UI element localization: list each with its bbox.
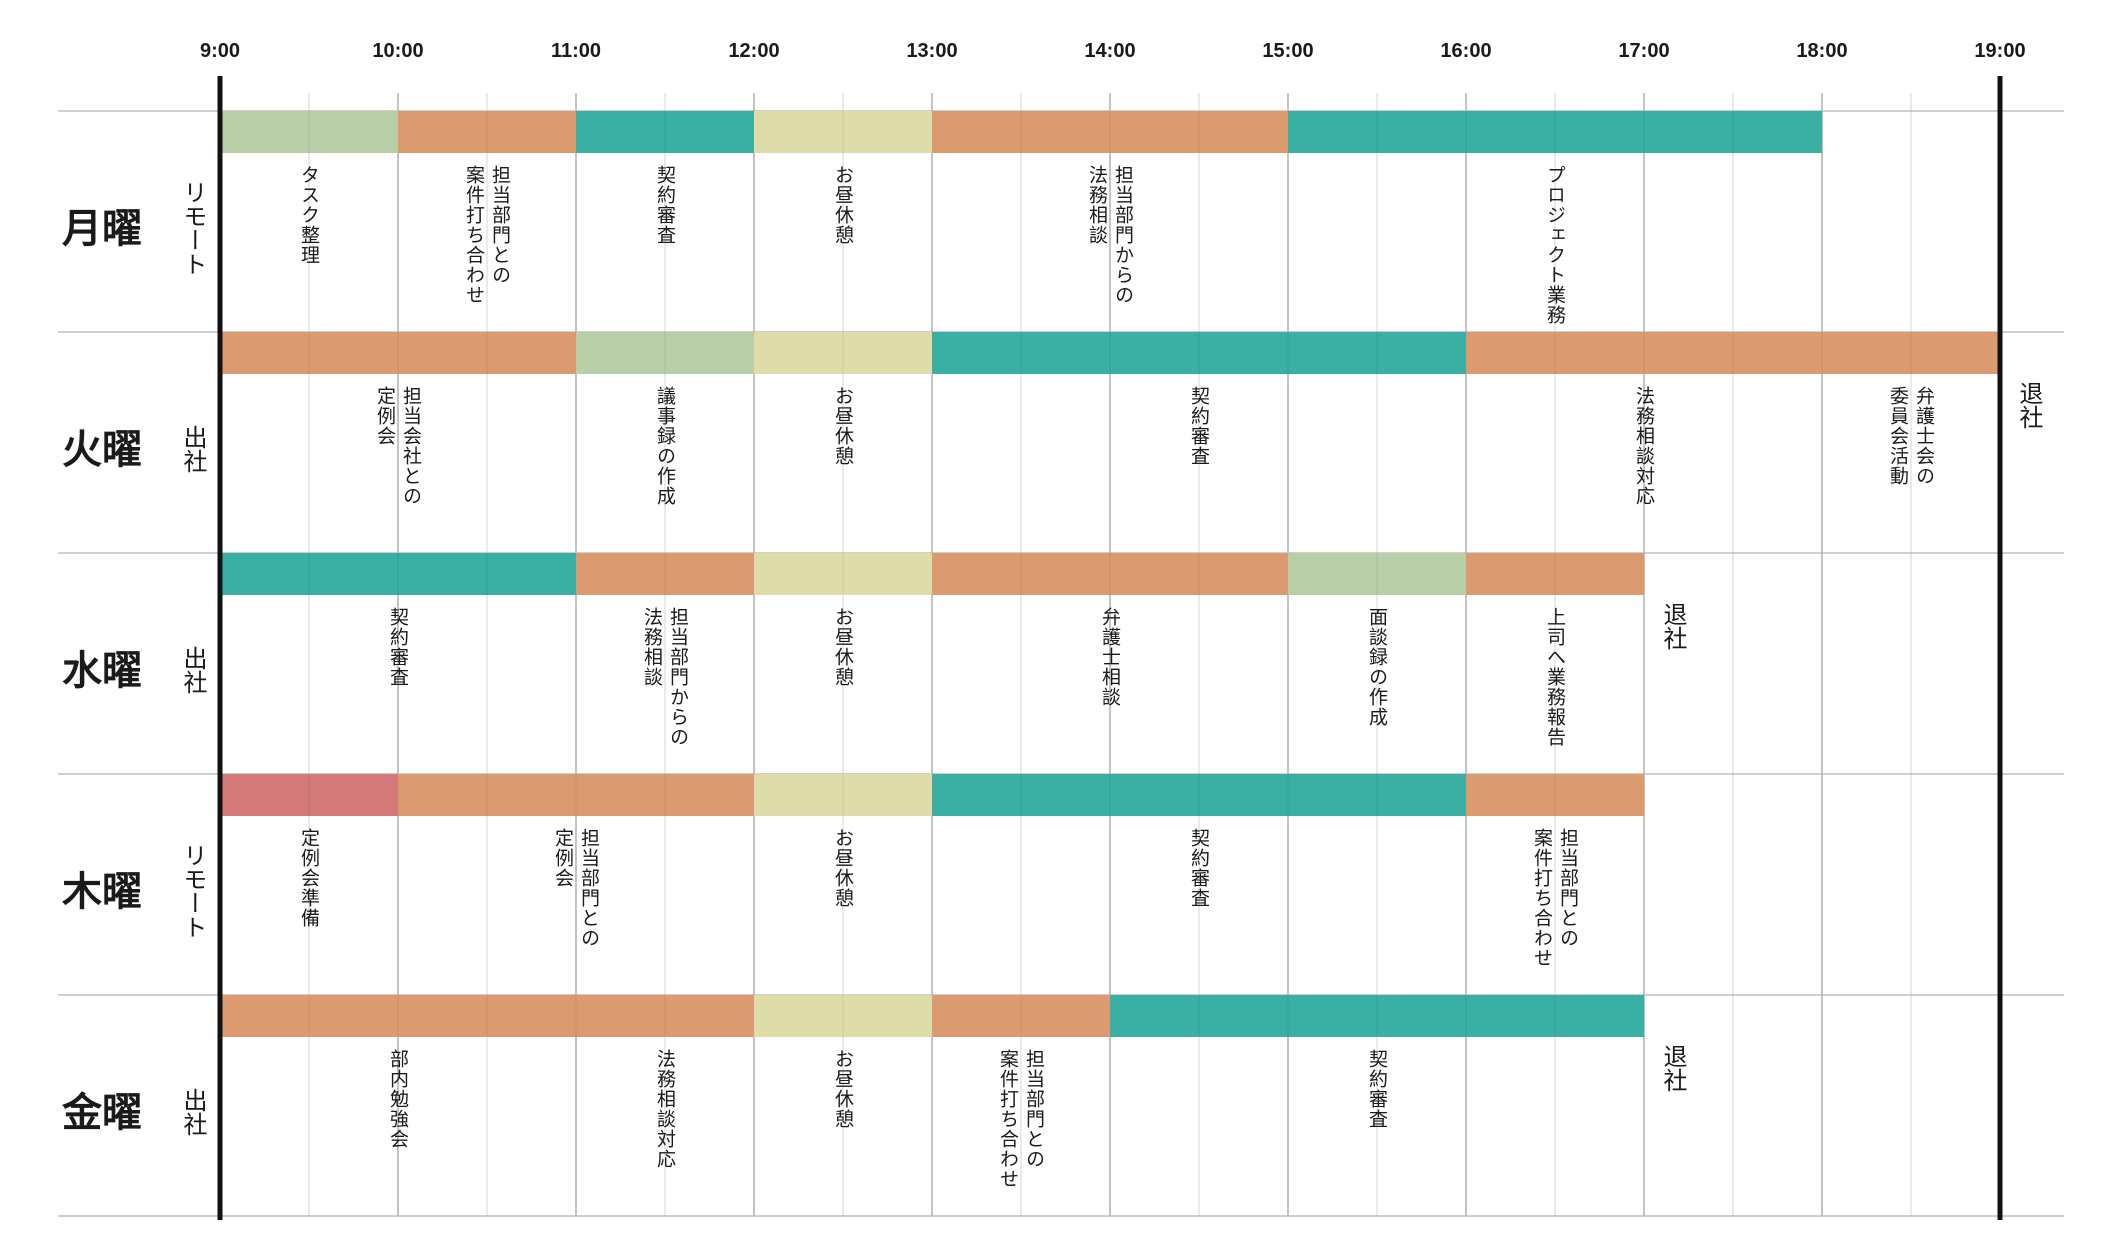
activity-bar — [1466, 332, 2000, 374]
activity-label: 面談録の作成 — [1366, 607, 1388, 727]
work-mode-label: 出社 — [179, 1087, 207, 1136]
x-tick-label: 13:00 — [906, 40, 958, 62]
activity-bar — [220, 332, 576, 374]
x-tick-label: 11:00 — [550, 40, 602, 62]
end-of-day-label: 退社 — [1659, 601, 1687, 650]
activity-bar — [932, 111, 1288, 153]
activity-bar — [576, 111, 754, 153]
activity-label: 担当会社との 定例会 — [374, 386, 422, 506]
activity-label: 契約審査 — [1188, 828, 1210, 908]
activity-label: お昼休憩 — [832, 828, 854, 908]
activity-label: お昼休憩 — [832, 607, 854, 687]
end-of-day-label: 退社 — [2015, 380, 2043, 429]
end-of-day-label: 退社 — [1659, 1043, 1687, 1092]
activity-label: プロジェクト業務 — [1544, 165, 1566, 325]
activity-bar — [754, 111, 932, 153]
activity-label: 弁護士相談 — [1099, 607, 1121, 707]
activity-bar — [932, 995, 1110, 1037]
x-tick-label: 16:00 — [1440, 40, 1492, 62]
activity-label: 契約審査 — [1366, 1049, 1388, 1129]
activity-label: タスク整理 — [298, 165, 320, 265]
activity-label: 契約審査 — [654, 165, 676, 245]
activity-bar — [220, 553, 576, 595]
day-label: 月曜 — [62, 205, 142, 252]
activity-label: 議事録の作成 — [654, 386, 676, 506]
activity-bar — [576, 332, 754, 374]
activity-bar — [1288, 553, 1466, 595]
activity-label: 担当部門との 定例会 — [552, 828, 600, 948]
activity-label: 法務相談対応 — [1633, 386, 1655, 506]
activity-label: 契約審査 — [1188, 386, 1210, 466]
x-tick-label: 15:00 — [1262, 40, 1314, 62]
activity-label: 部内勉強会 — [387, 1049, 409, 1149]
work-mode-label: リモート — [179, 179, 207, 276]
work-mode-label: 出社 — [179, 645, 207, 694]
activity-bar — [220, 111, 398, 153]
activity-bar — [220, 774, 398, 816]
activity-bar — [398, 774, 754, 816]
activity-bar — [1466, 774, 1644, 816]
activity-label: 法務相談対応 — [654, 1049, 676, 1169]
activity-bar — [398, 111, 576, 153]
x-tick-label: 19:00 — [1974, 40, 2026, 62]
activity-label: 担当部門からの 法務相談 — [641, 607, 689, 747]
activity-bar — [1288, 111, 1822, 153]
x-tick-label: 14:00 — [1084, 40, 1136, 62]
activity-bar — [1110, 995, 1644, 1037]
activity-label: 弁護士会の 委員会活動 — [1887, 386, 1935, 486]
work-mode-label: リモート — [179, 842, 207, 939]
activity-label: お昼休憩 — [832, 386, 854, 466]
activity-bar — [576, 553, 754, 595]
activity-label: お昼休憩 — [832, 165, 854, 245]
activity-label: 担当部門との 案件打ち合わせ — [997, 1049, 1045, 1189]
activity-bar — [932, 774, 1466, 816]
x-tick-label: 17:00 — [1618, 40, 1670, 62]
activity-bar — [754, 774, 932, 816]
activity-bar — [932, 332, 1466, 374]
activity-label: 担当部門との 案件打ち合わせ — [1531, 828, 1579, 968]
work-mode-label: 出社 — [179, 424, 207, 473]
activity-label: 契約審査 — [387, 607, 409, 687]
activity-label: お昼休憩 — [832, 1049, 854, 1129]
activity-bar — [754, 332, 932, 374]
x-tick-label: 18:00 — [1796, 40, 1848, 62]
activity-label: 担当部門との 案件打ち合わせ — [463, 165, 511, 305]
activity-bar — [754, 995, 932, 1037]
day-label: 水曜 — [62, 647, 142, 694]
x-tick-label: 9:00 — [199, 40, 241, 62]
activity-label: 担当部門からの 法務相談 — [1086, 165, 1134, 305]
x-tick-label: 10:00 — [372, 40, 424, 62]
activity-label: 上司へ業務報告 — [1544, 607, 1566, 747]
day-label: 金曜 — [62, 1089, 142, 1136]
activity-bar — [932, 553, 1288, 595]
day-label: 木曜 — [62, 868, 142, 915]
activity-bar — [1466, 553, 1644, 595]
activity-bar — [754, 553, 932, 595]
day-label: 火曜 — [62, 426, 142, 473]
activity-bar — [220, 995, 754, 1037]
activity-label: 定例会準備 — [298, 828, 320, 928]
x-tick-label: 12:00 — [728, 40, 780, 62]
